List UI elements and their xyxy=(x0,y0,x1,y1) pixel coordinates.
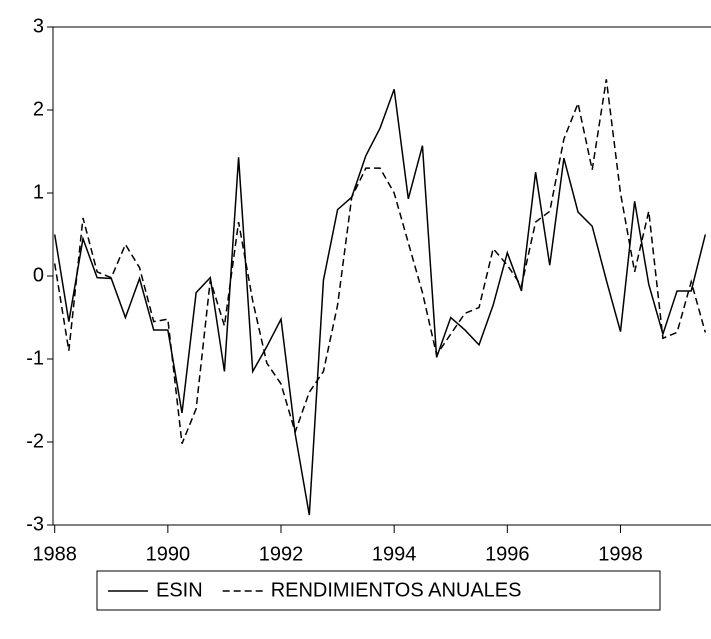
legend-label: RENDIMIENTOS ANUALES xyxy=(271,579,522,601)
legend-label: ESIN xyxy=(156,579,203,601)
x-tick-label: 1992 xyxy=(259,543,304,565)
x-tick-label: 1988 xyxy=(32,543,77,565)
x-tick-label: 1990 xyxy=(146,543,191,565)
y-tick-label: 0 xyxy=(33,264,44,286)
series-line xyxy=(53,79,707,444)
y-tick-label: -2 xyxy=(26,430,44,452)
x-tick-label: 1998 xyxy=(598,543,643,565)
series-line xyxy=(53,88,707,516)
x-tick-label: 1994 xyxy=(372,543,417,565)
x-tick-label: 1996 xyxy=(485,543,530,565)
y-tick-label: 2 xyxy=(33,98,44,120)
legend-box xyxy=(96,570,661,611)
y-tick-label: 3 xyxy=(33,15,44,37)
y-tick-label: -1 xyxy=(26,347,44,369)
y-tick-label: -3 xyxy=(26,513,44,535)
y-tick-label: 1 xyxy=(33,181,44,203)
